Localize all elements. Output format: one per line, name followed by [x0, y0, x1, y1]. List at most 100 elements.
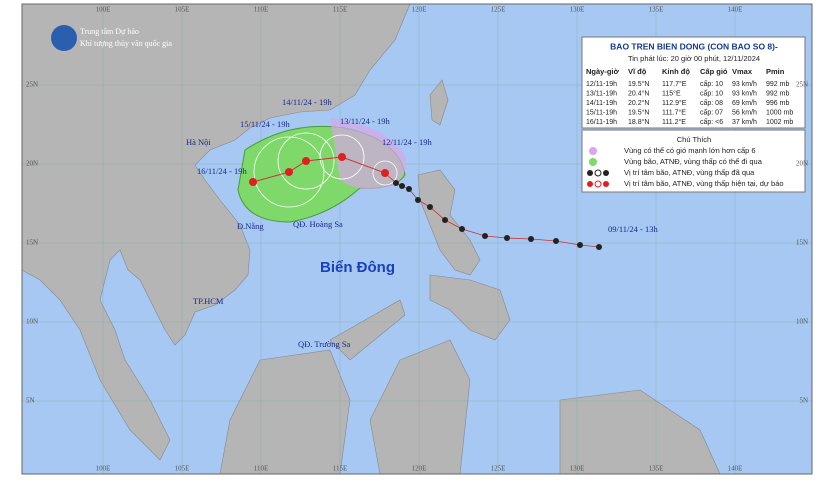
- table-cell: 111.7°E: [662, 108, 686, 116]
- suborg: Khí tượng thủy văn quốc gia: [80, 39, 172, 48]
- table-cell: cấp: 10: [700, 88, 723, 97]
- lon-label: 115E: [333, 465, 348, 473]
- track-label: 15/11/24 - 19h: [240, 119, 290, 129]
- column-header: Vĩ độ: [628, 67, 647, 76]
- lon-label: 140E: [728, 465, 743, 473]
- lat-label: 25N: [26, 81, 38, 89]
- table-cell: 12/11-19h: [586, 81, 617, 88]
- lon-label: 110E: [254, 465, 269, 473]
- table-cell: 992 mb: [766, 90, 789, 97]
- table-cell: 20.4°N: [628, 89, 649, 97]
- table-cell: 115°E: [662, 89, 681, 97]
- place-labels: 14/11/24 - 19h 15/11/24 - 19h 13/11/24 -…: [186, 97, 658, 349]
- lat-label: 5N: [799, 397, 808, 405]
- lon-label: 140E: [728, 6, 743, 14]
- lon-label: 130E: [570, 465, 585, 473]
- lon-label: 135E: [649, 465, 664, 473]
- lat-label: 5N: [26, 397, 35, 405]
- track-label: 14/11/24 - 19h: [282, 97, 332, 107]
- table-cell: 93 km/h: [732, 81, 757, 88]
- table-cell: 111.2°E: [662, 118, 686, 126]
- table-cell: 20.2°N: [628, 99, 649, 107]
- legend-item: Vị trí tâm bão, ATNĐ, vùng thấp đã qua: [624, 168, 755, 177]
- land: [21, 3, 721, 475]
- lon-label: 135E: [649, 6, 664, 14]
- lat-label: 10N: [26, 318, 38, 326]
- info-title: BAO TREN BIEN DONG (CON BAO SO 8)-: [610, 41, 778, 51]
- org: Trung tâm Dự báo: [80, 27, 139, 36]
- table-cell: 117.7°E: [662, 80, 687, 88]
- lat-label: 10N: [796, 318, 808, 326]
- logo: Trung tâm Dự báo Khí tượng thủy văn quốc…: [51, 25, 172, 51]
- table-cell: 1002 mb: [766, 119, 793, 126]
- lon-label: 125E: [491, 465, 506, 473]
- table-cell: 14/11-19h: [586, 100, 617, 107]
- lat-label: 15N: [796, 239, 808, 247]
- table-cell: cấp: <6: [700, 117, 723, 126]
- lon-label: 125E: [491, 6, 506, 14]
- lat-label: 20N: [796, 160, 808, 168]
- lon-label: 120E: [412, 6, 427, 14]
- track-label: 09/11/24 - 13h: [608, 224, 658, 234]
- legend-title: Chú Thích: [677, 135, 711, 144]
- sea-name: Biển Đông: [320, 259, 395, 276]
- place: QĐ. Trường Sa: [298, 339, 351, 349]
- table-cell: cấp: 10: [700, 79, 723, 88]
- place: TP.HCM: [193, 296, 224, 306]
- lon-label: 120E: [412, 465, 427, 473]
- info-box: [581, 36, 806, 129]
- lon-label: 105E: [175, 465, 190, 473]
- table-cell: 56 km/h: [732, 109, 757, 116]
- table-cell: 996 mb: [766, 100, 789, 107]
- table-cell: 16/11-19h: [586, 119, 617, 126]
- column-header: Cấp gió: [700, 67, 728, 76]
- table-cell: 13/11-19h: [586, 90, 617, 97]
- lon-label: 100E: [96, 6, 111, 14]
- table-cell: 992 mb: [766, 81, 789, 88]
- track-label: 13/11/24 - 19h: [340, 116, 390, 126]
- table-cell: 37 km/h: [732, 119, 757, 126]
- legend-item: Vùng bão, ATNĐ, vùng thấp có thể đi qua: [624, 157, 763, 166]
- legend-icon: [589, 147, 597, 155]
- legend-icon: [587, 180, 609, 188]
- place: Đ.Nẵng: [237, 221, 264, 231]
- legend-icon: [589, 158, 597, 166]
- table-cell: 69 km/h: [732, 100, 757, 107]
- table-cell: cấp: 08: [700, 98, 723, 107]
- column-header: Vmax: [732, 67, 753, 76]
- column-header: Ngày-giờ: [586, 67, 620, 76]
- table-cell: cấp: 07: [700, 107, 723, 116]
- table-cell: 18.8°N: [628, 118, 649, 126]
- column-header: Pmin: [766, 67, 785, 76]
- legend-item: Vị trí tâm bão, ATNĐ, vùng thấp hiện tại…: [624, 179, 784, 188]
- lon-label: 110E: [254, 6, 269, 14]
- place: QĐ. Hoàng Sa: [293, 219, 343, 229]
- lon-label: 130E: [570, 6, 585, 14]
- table-cell: 93 km/h: [732, 90, 757, 97]
- graticule: [22, 4, 812, 474]
- forecast-positions: [249, 153, 389, 186]
- lon-label: 105E: [175, 6, 190, 14]
- place: Hà Nội: [186, 137, 211, 147]
- lat-label: 15N: [26, 239, 38, 247]
- info-subtitle: Tin phát lúc: 20 giờ 00 phút, 12/11/2024: [628, 54, 760, 63]
- legend: [581, 129, 806, 193]
- lat-label: 25N: [796, 81, 808, 89]
- info-table: Ngày-giờ Vĩ độ Kinh độ Cấp gió Vmax Pmin 12/11…: [586, 67, 793, 126]
- lon-label: 100E: [96, 465, 111, 473]
- column-header: Kinh độ: [662, 67, 690, 76]
- lon-label: 115E: [333, 6, 348, 14]
- legend-icon: [587, 169, 609, 177]
- frame: [21, 3, 813, 475]
- table-cell: 1000 mb: [766, 109, 793, 116]
- table-cell: 19.5°N: [628, 80, 649, 88]
- track-label: 12/11/24 - 19h: [382, 137, 432, 147]
- table-cell: 112.9°E: [662, 99, 687, 107]
- legend-item: Vùng có thể có gió mạnh lớn hơn cấp 6: [624, 146, 756, 155]
- table-cell: 19.5°N: [628, 108, 649, 116]
- table-cell: 15/11-19h: [586, 109, 617, 116]
- past-positions: [393, 180, 602, 250]
- lat-label: 20N: [26, 160, 38, 168]
